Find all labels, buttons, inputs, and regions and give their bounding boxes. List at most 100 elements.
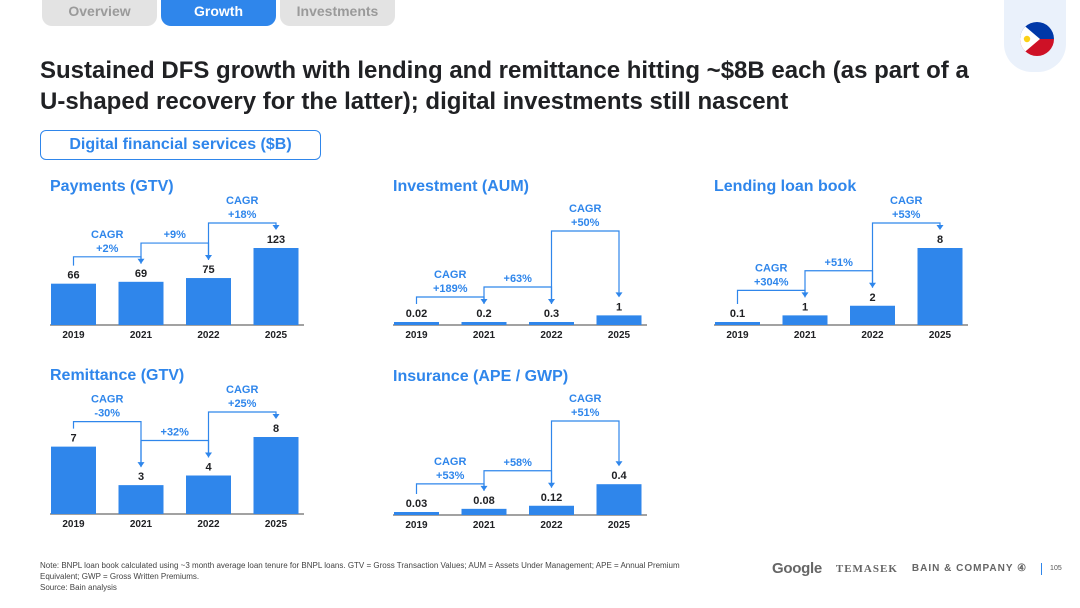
growth-label: +18%: [228, 209, 257, 221]
data-label: 0.1: [730, 308, 745, 320]
tick-label: 2021: [473, 520, 496, 531]
philippines-flag-icon: [1020, 22, 1054, 56]
chart-insurance: Insurance (APE / GWP) 0.03 2019 0.08 2021 0.…: [393, 368, 663, 538]
bar-2022: [186, 278, 231, 325]
data-label: 8: [937, 234, 943, 246]
bar-2021: [461, 322, 507, 325]
data-label: 0.12: [541, 492, 562, 504]
source-line: Source: Bain analysis: [40, 583, 117, 592]
tick-label: 2019: [726, 330, 749, 341]
tick-label: 2022: [540, 520, 563, 531]
bar-2022: [529, 322, 574, 325]
bar-2019: [394, 512, 439, 515]
growth-label: +51%: [571, 407, 600, 419]
growth-connector: [483, 286, 553, 304]
chart-svg: 66 2019 69 2021 75 2022 123 2025 CAGR +2% +9% CAGR +…: [50, 195, 304, 341]
bar-2021: [118, 281, 164, 325]
chart-title: Investment (AUM): [393, 178, 530, 195]
growth-label: CAGR: [569, 393, 601, 405]
data-label: 1: [802, 301, 808, 313]
data-label: 0.08: [473, 495, 494, 507]
growth-label: CAGR: [569, 203, 601, 215]
growth-connector: [871, 222, 941, 288]
footnote-line: Note: BNPL loan book calculated using ~3…: [40, 561, 680, 570]
data-label: 1: [616, 301, 622, 313]
tick-label: 2021: [130, 519, 153, 530]
bar-2019: [51, 283, 96, 325]
growth-connector: [483, 470, 553, 491]
tick-label: 2019: [405, 520, 428, 531]
bar-2025: [596, 484, 642, 515]
data-label: 0.3: [544, 308, 559, 320]
growth-label: +53%: [436, 470, 465, 482]
growth-connector: [415, 296, 485, 304]
bar-2022: [529, 505, 574, 515]
bar-2022: [186, 475, 231, 514]
growth-label: CAGR: [755, 262, 787, 274]
growth-label: CAGR: [226, 195, 258, 207]
bar-2025: [596, 315, 642, 325]
tick-label: 2019: [62, 519, 85, 530]
data-label: 4: [205, 462, 212, 474]
arrow-down-icon: [615, 292, 623, 298]
page-number: 105: [1050, 565, 1062, 572]
growth-connector: [140, 242, 210, 264]
chart-svg: 0.03 2019 0.08 2021 0.12 2022 0.4 2025 CAGR +53% +…: [393, 393, 647, 531]
partner-logos: Google TEMASEK BAIN & COMPANY ④ 105: [772, 560, 1062, 577]
growth-label: +2%: [96, 243, 119, 255]
footnote: Note: BNPL loan book calculated using ~3…: [40, 560, 770, 593]
chart-svg: 0.1 2019 1 2021 2 2022 8 2025 CAGR +304% +51% CAGR +…: [714, 195, 968, 341]
growth-label: +53%: [892, 209, 921, 221]
growth-label: +63%: [504, 273, 533, 285]
bar-2022: [850, 305, 895, 325]
growth-label: +51%: [825, 257, 854, 269]
growth-label: +58%: [504, 457, 533, 469]
bar-2021: [118, 485, 164, 514]
tick-label: 2021: [794, 330, 817, 341]
chart-svg: 7 2019 3 2021 4 2022 8 2025 CAGR -30% +32% CAGR +25%: [50, 384, 304, 530]
growth-connector: [736, 289, 806, 304]
growth-connector: [207, 411, 277, 458]
growth-connector: [415, 483, 485, 494]
growth-label: +32%: [161, 427, 190, 439]
growth-label: +9%: [164, 229, 187, 241]
tab-investments[interactable]: Investments: [280, 0, 395, 26]
growth-label: +25%: [228, 398, 257, 410]
footnote-line: Equivalent; GWP = Gross Written Premiums…: [40, 572, 200, 581]
tick-label: 2022: [861, 330, 884, 341]
tick-label: 2022: [197, 330, 220, 341]
bar-2019: [394, 322, 439, 325]
data-label: 0.4: [611, 470, 627, 482]
bar-2021: [782, 315, 828, 325]
growth-label: CAGR: [434, 269, 466, 281]
growth-label: CAGR: [890, 195, 922, 207]
bar-2025: [253, 248, 299, 325]
data-label: 2: [869, 292, 875, 304]
data-label: 0.02: [406, 308, 427, 320]
growth-connector: [72, 256, 142, 266]
tab-growth[interactable]: Growth: [161, 0, 276, 26]
tab-overview[interactable]: Overview: [42, 0, 157, 26]
growth-label: +189%: [433, 283, 468, 295]
data-label: 66: [67, 270, 79, 282]
temasek-logo: TEMASEK: [835, 562, 898, 575]
bar-2025: [253, 437, 299, 514]
bar-2019: [51, 446, 96, 514]
tick-label: 2021: [473, 330, 496, 341]
tick-label: 2025: [929, 330, 952, 341]
arrow-down-icon: [272, 414, 280, 419]
data-label: 0.2: [476, 308, 491, 320]
data-label: 8: [273, 423, 279, 435]
growth-connector: [804, 270, 874, 298]
tick-label: 2025: [608, 330, 631, 341]
growth-label: CAGR: [91, 394, 123, 406]
data-label: 7: [70, 433, 76, 445]
growth-label: +304%: [754, 276, 789, 288]
tick-label: 2019: [62, 330, 85, 341]
chart-title: Remittance (GTV): [50, 367, 185, 384]
growth-label: +50%: [571, 217, 600, 229]
tick-label: 2022: [197, 519, 220, 530]
chart-title: Insurance (APE / GWP): [393, 368, 569, 385]
data-label: 69: [135, 268, 147, 280]
growth-connector: [207, 222, 277, 261]
